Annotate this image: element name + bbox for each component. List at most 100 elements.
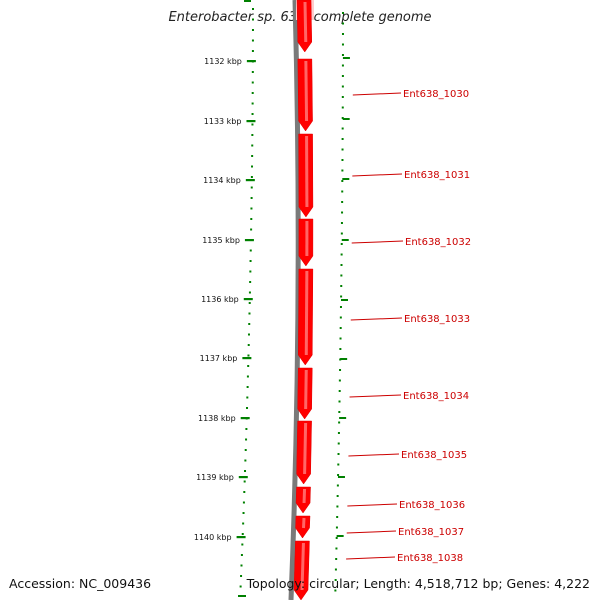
scale-dot xyxy=(340,243,343,245)
scale-dot xyxy=(341,138,344,140)
scale-dash xyxy=(341,299,349,301)
scale-dot xyxy=(244,459,247,462)
scale-tick-label: 1132 kbp xyxy=(204,57,242,66)
accession-text: Accession: NC_009436 xyxy=(9,576,152,591)
scale-dash xyxy=(340,358,348,360)
gene-arrow-highlight xyxy=(304,369,308,410)
scale-dot xyxy=(240,575,243,577)
scale-dot xyxy=(251,102,254,105)
scale-dot xyxy=(250,186,253,189)
gene-label: Ent638_1034 xyxy=(403,391,469,402)
scale-dot xyxy=(341,159,344,161)
gene-leader-line xyxy=(352,92,402,96)
scale-dot xyxy=(339,337,342,340)
gene-leader-line xyxy=(352,173,403,177)
scale-dot xyxy=(241,533,244,535)
scale-dot xyxy=(339,369,342,371)
scale-dot xyxy=(251,81,254,84)
scale-tick-label: 1133 kbp xyxy=(204,117,242,126)
scale-dot xyxy=(239,585,242,588)
scale-dash xyxy=(244,0,251,2)
scale-dot xyxy=(249,270,252,273)
topology-text: Topology: circular; Length: 4,518,712 bp… xyxy=(246,576,590,591)
scale-dot xyxy=(251,113,254,115)
gene-label: Ent638_1030 xyxy=(403,89,469,100)
gene-arrow-highlight xyxy=(304,60,309,122)
backbone-track xyxy=(288,0,301,600)
scale-dot xyxy=(250,228,253,231)
gene-leader-line xyxy=(349,394,402,398)
scale-tick-label: 1138 kbp xyxy=(198,414,236,423)
scale-dot xyxy=(246,407,249,409)
scale-dash xyxy=(341,239,349,241)
gene-label: Ent638_1037 xyxy=(398,527,464,538)
scale-dot xyxy=(340,232,343,235)
gene-label: Ent638_1031 xyxy=(404,170,470,181)
scale-dot xyxy=(341,148,344,151)
scale-dot xyxy=(341,106,344,109)
scale-dot xyxy=(338,379,341,382)
scale-dot xyxy=(251,92,254,94)
scale-dot xyxy=(339,348,342,350)
scale-dots-left xyxy=(238,0,254,597)
scale-dot xyxy=(247,333,250,336)
scale-ticks: 1132 kbp 1133 kbp 1134 kbp 1135 kbp 1136 kbp… xyxy=(194,57,256,542)
scale-dot xyxy=(248,312,251,315)
scale-dot xyxy=(251,50,254,52)
scale-dot xyxy=(250,218,253,220)
scale-dot xyxy=(249,249,252,252)
scale-dot xyxy=(251,134,254,136)
scale-dot xyxy=(251,18,254,21)
scale-dot xyxy=(337,432,340,434)
scale-dot xyxy=(338,421,341,424)
scale-dot xyxy=(248,323,251,325)
scale-dot xyxy=(251,144,254,147)
scale-dot xyxy=(250,176,253,178)
gene-leader-line xyxy=(351,240,404,244)
scale-dot xyxy=(242,501,245,504)
scale-tick xyxy=(240,417,250,420)
scale-dash xyxy=(336,535,344,537)
scale-dot xyxy=(339,306,342,308)
scale-dot xyxy=(338,390,341,392)
gene-leader-line xyxy=(346,556,396,560)
scale-dot xyxy=(337,463,340,466)
scale-dot xyxy=(338,411,341,413)
gene-leader-line xyxy=(347,503,398,507)
scale-dot xyxy=(341,96,344,98)
scale-dot xyxy=(242,512,245,514)
scale-dot xyxy=(335,526,338,529)
scale-tick-label: 1134 kbp xyxy=(203,176,241,185)
scale-dash xyxy=(342,57,350,59)
scale-dot xyxy=(340,253,343,256)
gene-leader-line xyxy=(350,317,403,321)
scale-dot xyxy=(247,344,250,346)
scale-dot xyxy=(341,211,344,214)
scale-dot xyxy=(251,39,254,42)
scale-dot xyxy=(243,491,246,493)
scale-dot xyxy=(248,291,251,294)
scale-dot xyxy=(240,554,243,556)
gene-leader-line xyxy=(348,453,400,457)
scale-dot xyxy=(251,29,254,31)
scale-dot xyxy=(335,537,338,539)
scale-dot xyxy=(251,155,254,157)
scale-dot xyxy=(340,274,343,277)
scale-dot xyxy=(341,127,344,130)
gene-track xyxy=(293,0,314,600)
scale-dots-right xyxy=(334,12,350,592)
scale-tick xyxy=(236,536,246,539)
scale-dot xyxy=(245,438,248,441)
scale-tick-label: 1139 kbp xyxy=(196,473,234,482)
scale-dot xyxy=(338,400,341,403)
scale-tick xyxy=(245,179,255,182)
scale-dot xyxy=(341,12,344,14)
gene-arrow-highlight xyxy=(303,1,308,43)
gene-arrow-highlight xyxy=(302,488,307,504)
scale-dot xyxy=(242,522,245,525)
scale-tick xyxy=(242,357,252,360)
gene-arrow-highlight xyxy=(300,542,305,591)
scale-dot xyxy=(341,180,344,182)
scale-dot xyxy=(334,568,337,571)
scale-dot xyxy=(336,516,339,518)
